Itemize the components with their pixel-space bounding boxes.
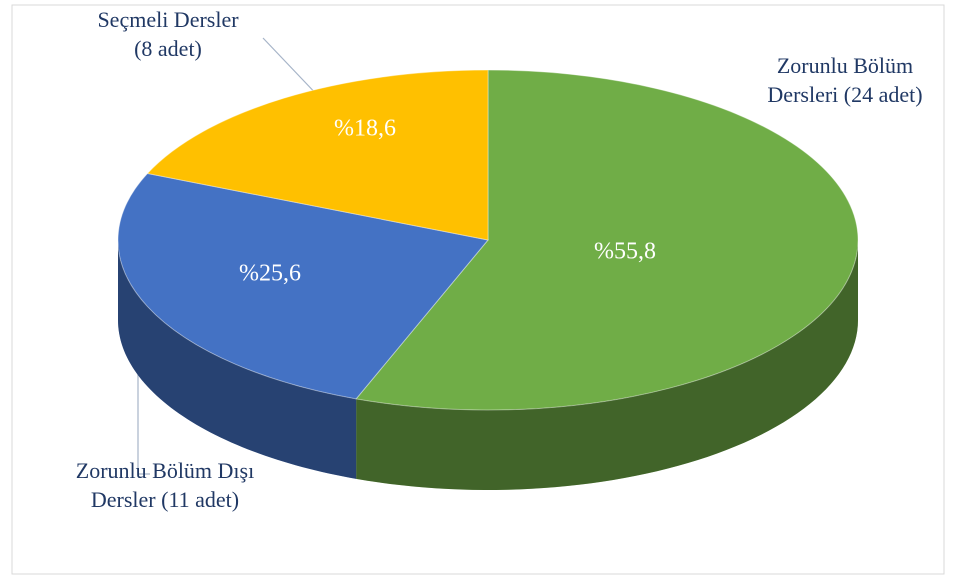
slice-side-shade xyxy=(118,240,357,479)
leader-line xyxy=(137,362,150,475)
category-label: Dersler (11 adet) xyxy=(91,487,239,512)
category-label: (8 adet) xyxy=(134,36,202,61)
slice xyxy=(146,69,489,241)
value-label: %18,6 xyxy=(334,116,396,142)
slice-side xyxy=(356,240,858,490)
category-label: Zorunlu Bölüm xyxy=(777,53,913,78)
slice xyxy=(117,172,489,400)
slice-side-shade xyxy=(356,240,858,490)
category-label: Zorunlu Bölüm Dışı xyxy=(76,458,254,483)
category-label: Seçmeli Dersler xyxy=(97,7,239,32)
value-label: %25,6 xyxy=(239,261,301,287)
slice-side xyxy=(118,240,357,479)
leader-line xyxy=(262,37,323,101)
slice xyxy=(355,69,859,411)
category-label: Dersleri (24 adet) xyxy=(767,82,922,107)
value-label: %55,8 xyxy=(594,239,656,265)
